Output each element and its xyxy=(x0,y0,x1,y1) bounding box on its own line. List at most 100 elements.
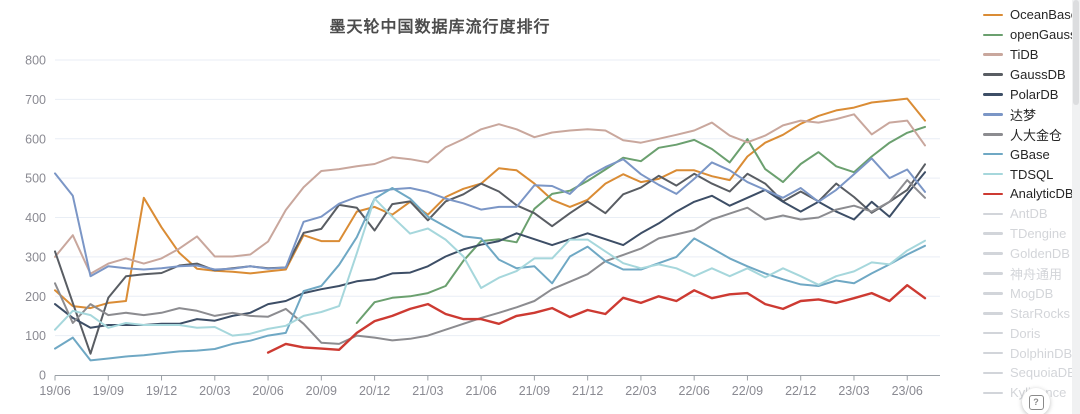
y-axis-tick-label: 400 xyxy=(25,211,46,225)
x-axis-tick-label: 21/09 xyxy=(519,384,550,398)
x-axis-tick-label: 20/12 xyxy=(359,384,390,398)
legend-item-TDengine[interactable]: TDengine xyxy=(983,224,1075,244)
x-axis-tick-label: 20/06 xyxy=(252,384,283,398)
legend-swatch xyxy=(983,93,1003,96)
legend-item-神舟通用[interactable]: 神舟通用 xyxy=(983,264,1075,284)
series-line-OceanBase[interactable] xyxy=(54,97,926,310)
legend-swatch xyxy=(983,331,1003,335)
legend-item-OceanBase[interactable]: OceanBase xyxy=(983,5,1075,25)
legend-label: DolphinDB xyxy=(1010,345,1073,361)
series-line-AnalyticDB[interactable] xyxy=(266,284,927,354)
legend-item-GBase[interactable]: GBase xyxy=(983,144,1075,164)
legend-item-TiDB[interactable]: TiDB xyxy=(983,45,1075,65)
x-axis-tick-label: 22/06 xyxy=(679,384,710,398)
legend-label: AnalyticDB xyxy=(1010,186,1074,202)
legend-label: Doris xyxy=(1010,325,1041,341)
legend-label: TDSQL xyxy=(1010,166,1054,182)
legend-item-SequoiaDB[interactable]: SequoiaDB xyxy=(983,363,1075,383)
legend: OceanBase openGauss TiDB GaussDB PolarDB 达梦人大… xyxy=(983,5,1075,403)
legend-label: TDengine xyxy=(1010,226,1067,242)
legend-item-openGauss[interactable]: openGauss xyxy=(983,25,1075,45)
y-axis-tick-label: 0 xyxy=(39,369,46,383)
x-axis-tick-label: 21/03 xyxy=(412,384,443,398)
scrollbar[interactable] xyxy=(1072,0,1080,414)
legend-swatch xyxy=(983,391,1003,395)
page-title: 墨天轮中国数据库流行度排行 xyxy=(329,19,551,36)
legend-label: GaussDB xyxy=(1010,67,1066,83)
series-line-openGauss[interactable] xyxy=(355,125,926,324)
legend-label: 人大金仓 xyxy=(1010,127,1063,143)
y-axis-tick-label: 500 xyxy=(25,172,46,186)
legend-swatch xyxy=(983,172,1003,176)
legend-item-MogDB[interactable]: MogDB xyxy=(983,283,1075,303)
x-axis-tick-label: 21/06 xyxy=(465,384,496,398)
legend-swatch xyxy=(983,292,1003,295)
x-axis-tick-label: 22/09 xyxy=(732,384,763,398)
y-axis-tick-label: 600 xyxy=(25,132,46,146)
series-line-人大金仓[interactable] xyxy=(54,179,926,345)
series-line-GaussDB[interactable] xyxy=(54,163,926,355)
legend-label: MogDB xyxy=(1010,285,1054,301)
series-line-PolarDB[interactable] xyxy=(54,171,926,329)
y-axis-tick-label: 100 xyxy=(25,329,46,343)
x-axis-tick-label: 19/12 xyxy=(146,384,177,398)
legend-item-StarRocks[interactable]: StarRocks xyxy=(983,303,1075,323)
legend-label: GBase xyxy=(1010,146,1050,162)
x-axis-tick-label: 23/03 xyxy=(838,384,869,398)
x-axis-tick-label: 20/03 xyxy=(199,384,230,398)
y-axis-tick-label: 200 xyxy=(25,290,46,304)
x-axis-tick-label: 21/12 xyxy=(572,384,603,398)
legend-label: StarRocks xyxy=(1010,305,1070,321)
legend-swatch xyxy=(983,113,1003,116)
legend-label: 达梦 xyxy=(1010,107,1037,123)
legend-swatch xyxy=(983,73,1003,76)
x-axis-tick-label: 22/12 xyxy=(785,384,816,398)
legend-label: SequoiaDB xyxy=(1010,365,1075,381)
x-axis-tick-label: 19/06 xyxy=(39,384,70,398)
legend-item-GoldenDB[interactable]: GoldenDB xyxy=(983,244,1075,264)
legend-swatch xyxy=(983,212,1003,216)
y-axis-tick-label: 800 xyxy=(25,54,46,68)
x-axis-tick-label: 20/09 xyxy=(306,384,337,398)
legend-swatch xyxy=(983,351,1003,355)
legend-swatch xyxy=(983,272,1003,275)
series-line-达梦[interactable] xyxy=(54,157,926,278)
legend-item-DolphinDB[interactable]: DolphinDB xyxy=(983,343,1075,363)
legend-item-TDSQL[interactable]: TDSQL xyxy=(983,164,1075,184)
legend-item-AnalyticDB[interactable]: AnalyticDB xyxy=(983,184,1075,204)
legend-swatch xyxy=(983,312,1003,315)
x-axis-tick-label: 19/09 xyxy=(93,384,124,398)
legend-swatch xyxy=(983,232,1003,235)
legend-swatch xyxy=(983,371,1003,375)
legend-item-GaussDB[interactable]: GaussDB xyxy=(983,65,1075,85)
legend-item-人大金仓[interactable]: 人大金仓 xyxy=(983,124,1075,144)
legend-item-AntDB[interactable]: AntDB xyxy=(983,204,1075,224)
legend-item-PolarDB[interactable]: PolarDB xyxy=(983,85,1075,105)
legend-swatch xyxy=(983,252,1003,255)
legend-label: AntDB xyxy=(1010,206,1048,222)
legend-label: 神舟通用 xyxy=(1010,267,1063,283)
legend-swatch xyxy=(983,13,1003,17)
series-line-GBase[interactable] xyxy=(54,187,926,362)
y-axis-tick-label: 300 xyxy=(25,250,46,264)
legend-item-达梦[interactable]: 达梦 xyxy=(983,104,1075,124)
legend-label: GoldenDB xyxy=(1010,246,1070,262)
series-line-TDSQL[interactable] xyxy=(54,197,926,337)
legend-label: OceanBase xyxy=(1010,7,1075,23)
x-axis-tick-label: 22/03 xyxy=(625,384,656,398)
question-mark-icon: ? xyxy=(1028,394,1044,410)
legend-swatch xyxy=(983,192,1003,196)
legend-label: openGauss xyxy=(1010,27,1075,43)
legend-label: TiDB xyxy=(1010,47,1039,63)
legend-swatch xyxy=(983,53,1003,56)
help-button[interactable]: ? xyxy=(1022,388,1050,414)
scrollbar-thumb[interactable] xyxy=(1073,0,1079,105)
legend-swatch xyxy=(983,33,1003,37)
legend-label: PolarDB xyxy=(1010,87,1059,102)
x-axis-tick-label: 23/06 xyxy=(892,384,923,398)
series-line-TiDB[interactable] xyxy=(54,113,926,275)
legend-swatch xyxy=(983,133,1003,136)
legend-item-Doris[interactable]: Doris xyxy=(983,323,1075,343)
